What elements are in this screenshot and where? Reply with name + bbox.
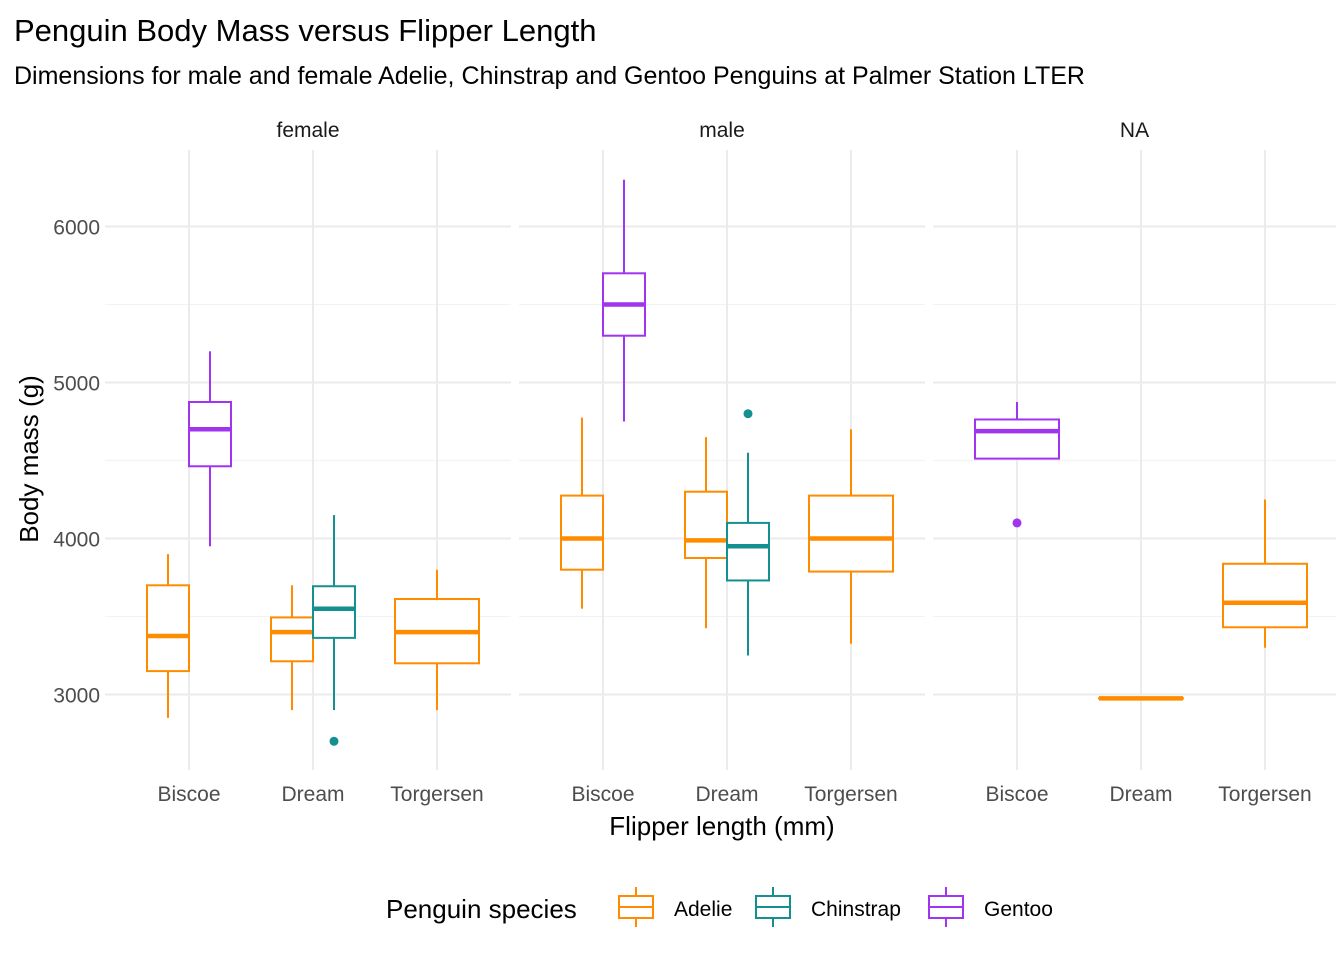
- facet-panel-male: male: [519, 119, 925, 770]
- box-male-torgersen-adelie: [808, 429, 894, 644]
- box-body: [808, 494, 894, 573]
- y-axis-title: Body mass (g): [14, 375, 44, 543]
- facet-label-female: female: [276, 119, 339, 142]
- box-male-dream-chinstrap: [726, 409, 770, 656]
- outlier-point: [743, 409, 753, 419]
- box-body: [270, 616, 314, 663]
- chart-title: Penguin Body Mass versus Flipper Length: [14, 13, 596, 48]
- facet-panel-female: female: [105, 119, 511, 770]
- legend-label: Adelie: [674, 898, 732, 921]
- box-male-dream-adelie: [684, 437, 728, 629]
- box-body: [684, 490, 728, 560]
- x-tick-label: Torgersen: [390, 783, 483, 806]
- y-tick-label: 6000: [53, 217, 100, 240]
- box-male-biscoe-adelie: [560, 417, 604, 609]
- box-female-biscoe-adelie: [146, 554, 190, 718]
- outlier-point: [1012, 518, 1022, 528]
- facet-label-male: male: [699, 119, 745, 142]
- chart-subtitle: Dimensions for male and female Adelie, C…: [14, 62, 1085, 90]
- x-tick-label: Dream: [281, 783, 344, 806]
- x-tick-label: Biscoe: [571, 783, 634, 806]
- box-female-torgersen-adelie: [394, 569, 480, 711]
- box-na-biscoe-gentoo: [974, 402, 1060, 528]
- facet-panel-na: NA: [933, 119, 1336, 770]
- box-body: [188, 401, 232, 468]
- box-body: [1222, 562, 1308, 629]
- box-male-biscoe-gentoo: [602, 179, 646, 422]
- x-axis-ticks: Biscoe Dream Torgersen Biscoe Dream Torgersen…: [157, 783, 1311, 806]
- legend-key-adelie: Adelie: [618, 887, 732, 927]
- y-axis-ticks: 3000 4000 5000 6000: [53, 217, 100, 708]
- y-tick-label: 5000: [53, 373, 100, 396]
- box-body: [726, 521, 770, 582]
- x-tick-label: Biscoe: [985, 783, 1048, 806]
- box-na-torgersen-adelie: [1222, 499, 1308, 648]
- x-tick-label: Dream: [695, 783, 758, 806]
- box-body: [974, 418, 1060, 460]
- legend: Penguin species Adelie Chinstrap Gentoo: [386, 887, 1053, 927]
- box-body: [560, 494, 604, 571]
- x-tick-label: Torgersen: [804, 783, 897, 806]
- legend-key-chinstrap: Chinstrap: [755, 887, 901, 927]
- box-female-biscoe-gentoo: [188, 351, 232, 547]
- facet-panels: female male NA: [105, 119, 1336, 770]
- box-female-dream-chinstrap: [312, 515, 356, 746]
- x-tick-label: Dream: [1109, 783, 1172, 806]
- x-tick-label: Torgersen: [1218, 783, 1311, 806]
- legend-label: Gentoo: [984, 898, 1053, 921]
- box-body: [312, 585, 356, 639]
- legend-title: Penguin species: [386, 894, 577, 924]
- box-body: [146, 584, 190, 673]
- legend-label: Chinstrap: [811, 898, 901, 921]
- legend-key-gentoo: Gentoo: [928, 887, 1053, 927]
- x-axis-title: Flipper length (mm): [609, 811, 834, 841]
- y-tick-label: 3000: [53, 685, 100, 708]
- y-tick-label: 4000: [53, 529, 100, 552]
- box-female-dream-adelie: [270, 585, 314, 711]
- x-tick-label: Biscoe: [157, 783, 220, 806]
- facet-label-na: NA: [1120, 119, 1149, 142]
- outlier-point: [329, 736, 339, 746]
